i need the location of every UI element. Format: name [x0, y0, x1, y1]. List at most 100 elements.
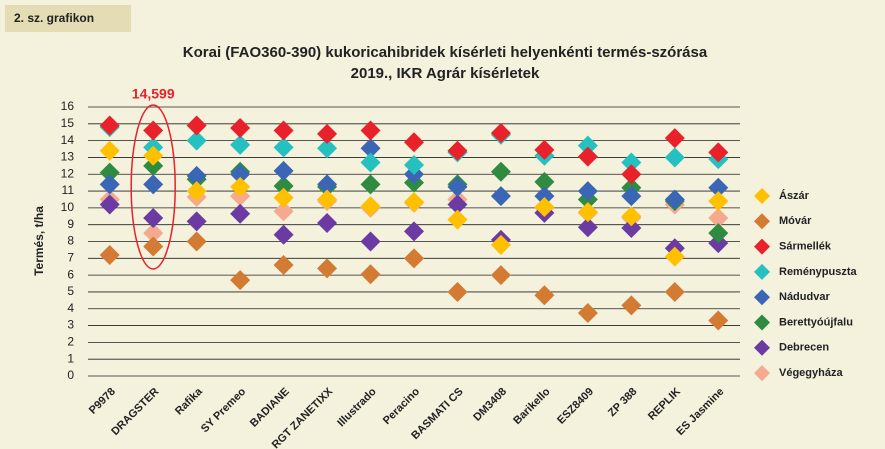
y-tick-label: 4	[67, 301, 74, 315]
diamond-marker	[577, 135, 598, 156]
diamond-marker	[317, 174, 338, 195]
diamond-marker	[490, 265, 511, 286]
diamond-marker	[360, 264, 381, 285]
y-tick-label: 2	[67, 335, 74, 349]
diamond-marker	[404, 132, 424, 153]
diamond-marker	[577, 202, 598, 223]
diamond-marker	[186, 130, 207, 151]
diamond-marker	[273, 176, 294, 197]
diamond-marker	[143, 207, 164, 228]
y-tick-label: 6	[67, 267, 74, 281]
diamond-marker	[273, 137, 294, 158]
y-tick-label: 0	[67, 368, 74, 382]
diamond-marker	[273, 187, 294, 208]
diamond-marker	[664, 281, 685, 302]
y-tick-label: 14	[61, 133, 75, 147]
legend-label: Móvár	[779, 215, 812, 227]
diamond-marker	[186, 181, 207, 202]
diamond-marker	[273, 160, 294, 181]
diamond-marker	[708, 142, 729, 163]
legend-marker	[754, 213, 770, 230]
legend-marker	[754, 263, 770, 280]
diamond-marker	[230, 176, 251, 197]
y-tick-label: 13	[61, 150, 75, 164]
diamond-marker	[317, 138, 338, 159]
diamond-marker	[708, 233, 729, 254]
diamond-marker	[447, 209, 468, 230]
chart-subtitle: 2019., IKR Agrár kísérletek	[351, 65, 540, 82]
diamond-marker	[404, 191, 424, 212]
y-tick-label: 1	[67, 351, 74, 365]
legend-marker	[754, 314, 770, 331]
diamond-marker	[404, 221, 424, 242]
diamond-marker	[317, 123, 338, 144]
badge: 2. sz. grafikon	[14, 11, 94, 25]
diamond-marker	[708, 223, 729, 244]
diamond-marker	[230, 164, 251, 185]
diamond-marker	[708, 191, 729, 212]
diamond-marker	[186, 231, 207, 252]
y-tick-label: 7	[67, 250, 74, 264]
diamond-marker	[143, 120, 164, 141]
diamond-marker	[664, 246, 685, 267]
diamond-marker	[317, 213, 338, 234]
diamond-marker	[577, 146, 598, 167]
diamond-marker	[273, 120, 294, 141]
diamond-marker	[534, 197, 555, 218]
diamond-marker	[99, 194, 120, 215]
diamond-marker	[230, 270, 251, 291]
diamond-marker	[534, 139, 555, 160]
diamond-marker	[621, 164, 642, 185]
y-axis-label: Termés, t/ha	[32, 206, 46, 276]
diamond-marker	[577, 181, 598, 202]
legend-marker	[754, 365, 770, 382]
diamond-marker	[186, 115, 207, 136]
diamond-marker	[621, 295, 642, 316]
diamond-marker	[447, 140, 468, 161]
y-tick-label: 8	[67, 234, 74, 248]
diamond-marker	[404, 248, 424, 269]
diamond-marker	[143, 236, 164, 257]
legend-label: Reménypuszta	[779, 266, 858, 278]
diamond-marker	[447, 176, 468, 197]
diamond-marker	[534, 285, 555, 306]
diamond-marker	[143, 223, 164, 244]
diamond-marker	[186, 211, 207, 232]
diamond-marker	[99, 244, 120, 265]
y-tick-label: 12	[61, 166, 75, 180]
diamond-marker	[621, 206, 642, 227]
chart-title: Korai (FAO360-390) kukoricahibridek kísé…	[183, 44, 708, 61]
diamond-marker	[664, 128, 685, 149]
legend-marker	[754, 188, 770, 204]
diamond-marker	[404, 155, 424, 176]
diamond-marker	[230, 118, 251, 139]
y-tick-label: 3	[67, 318, 74, 332]
diamond-marker	[273, 255, 294, 276]
annotation: 14,599	[132, 86, 175, 102]
y-tick-label: 11	[62, 183, 75, 197]
legend-label: Berettyóújfalu	[779, 316, 853, 328]
legend-label: Sármellék	[779, 241, 832, 253]
diamond-marker	[621, 218, 642, 239]
diamond-marker	[664, 189, 685, 210]
diamond-marker	[360, 120, 381, 141]
diamond-marker	[708, 177, 729, 198]
diamond-marker	[360, 231, 381, 252]
diamond-marker	[360, 196, 381, 217]
diamond-marker	[577, 217, 598, 238]
diamond-marker	[447, 281, 468, 302]
y-tick-label: 9	[67, 217, 74, 231]
diamond-marker	[708, 310, 729, 331]
legend-marker	[754, 339, 770, 356]
y-tick-label: 16	[61, 99, 75, 113]
legend-label: Végegyháza	[779, 367, 843, 379]
diamond-marker	[99, 115, 120, 136]
diamond-marker	[534, 186, 555, 207]
diamond-marker	[230, 203, 251, 224]
diamond-marker	[186, 165, 207, 186]
diamond-marker	[360, 138, 381, 159]
diamond-marker	[317, 258, 338, 279]
diamond-marker	[664, 147, 685, 168]
diamond-marker	[99, 140, 120, 161]
